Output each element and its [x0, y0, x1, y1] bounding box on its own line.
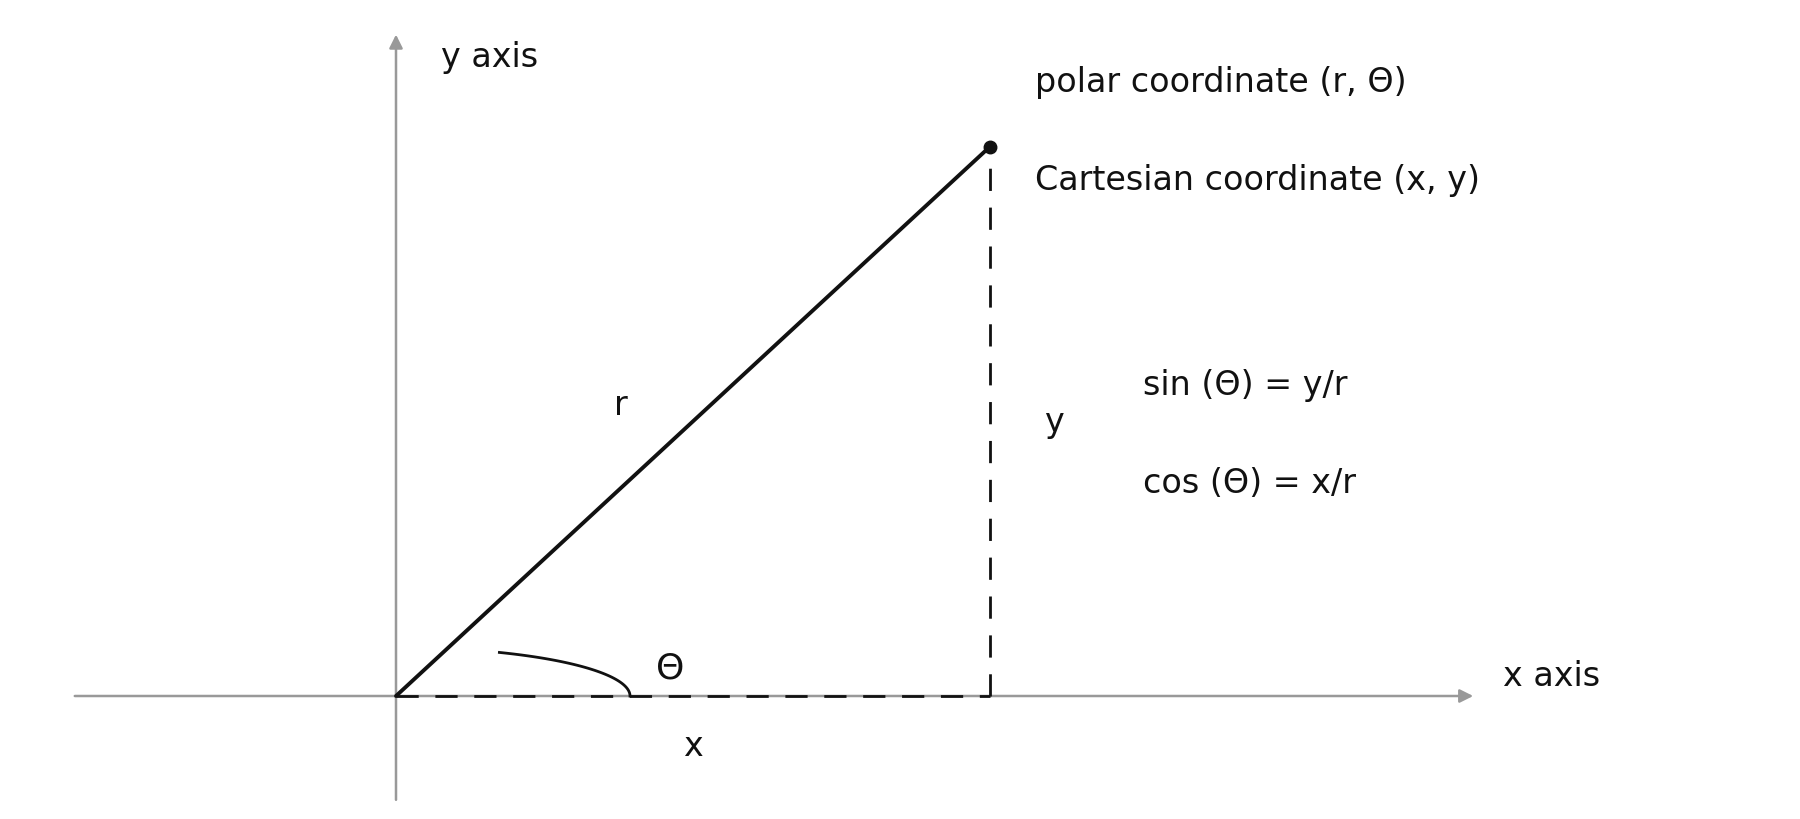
Text: sin (Θ) = y/r: sin (Θ) = y/r	[1143, 369, 1348, 401]
Text: polar coordinate (r, Θ): polar coordinate (r, Θ)	[1035, 66, 1406, 98]
Text: r: r	[614, 389, 628, 422]
Text: y: y	[1044, 405, 1064, 438]
Text: Cartesian coordinate (x, y): Cartesian coordinate (x, y)	[1035, 164, 1480, 197]
Text: cos (Θ) = x/r: cos (Θ) = x/r	[1143, 467, 1355, 500]
Text: x: x	[684, 729, 702, 762]
Text: Θ: Θ	[655, 650, 684, 685]
Text: x axis: x axis	[1503, 659, 1600, 692]
Text: y axis: y axis	[441, 41, 538, 74]
